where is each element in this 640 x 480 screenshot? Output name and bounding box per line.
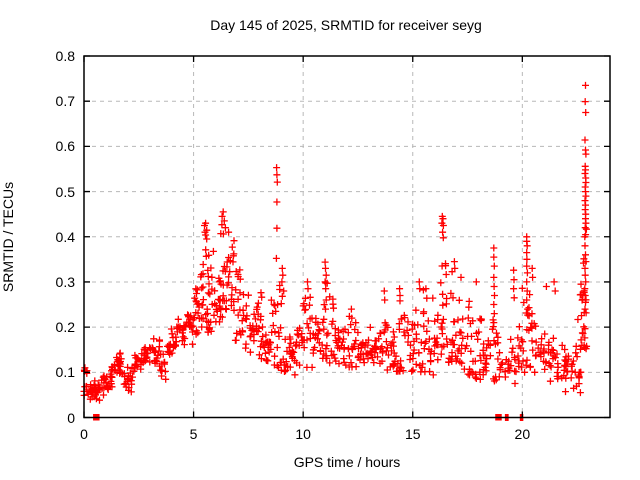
x-tick-label: 0 bbox=[80, 426, 88, 442]
x-tick-label: 15 bbox=[404, 426, 421, 442]
x-axis-label: GPS time / hours bbox=[293, 454, 401, 470]
y-tick-label: 0.7 bbox=[55, 93, 75, 110]
grid-lines bbox=[84, 56, 610, 418]
x-tick-label: 5 bbox=[189, 426, 198, 442]
y-tick-label: 0.4 bbox=[55, 228, 75, 245]
x-tick-label: 20 bbox=[514, 426, 531, 442]
y-tick-label: 0.5 bbox=[55, 183, 75, 200]
y-tick-label: 0.8 bbox=[55, 48, 75, 64]
y-tick-label: 0 bbox=[67, 409, 75, 426]
chart-title-text: Day 145 of 2025, SRMTID for receiver sey… bbox=[210, 17, 482, 33]
scatter-points bbox=[80, 81, 591, 404]
plot-border-and-ticks bbox=[83, 55, 611, 419]
x-tick-label: 10 bbox=[295, 426, 311, 442]
y-tick-label: 0.3 bbox=[55, 273, 75, 290]
y-tick-label: 0.6 bbox=[55, 138, 75, 155]
y-tick-label: 0.2 bbox=[55, 319, 75, 336]
chart-title: Day 145 of 2025, SRMTID for receiver sey… bbox=[26, 17, 640, 33]
y-tick-label: 0.1 bbox=[55, 364, 75, 381]
y-axis-label: SRMTID / TECUs bbox=[0, 181, 16, 293]
